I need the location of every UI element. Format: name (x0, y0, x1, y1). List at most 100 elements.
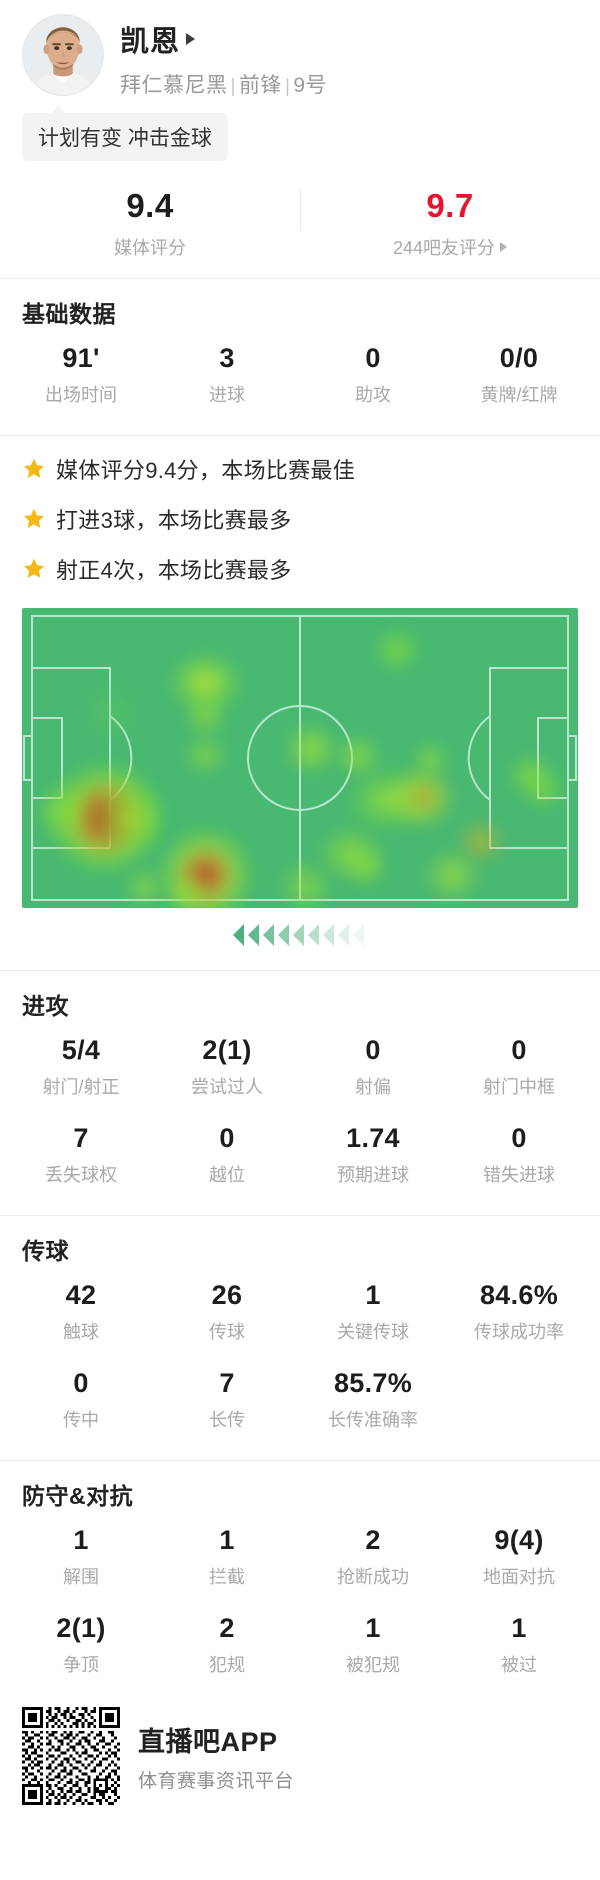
stat-cell: 1 解围 (8, 1521, 154, 1595)
media-rating-label-row: 媒体评分 (0, 234, 300, 260)
stat-value: 2 (219, 1613, 235, 1643)
stat-label: 关键传球 (337, 1322, 409, 1342)
stat-cell: 2 犯规 (154, 1609, 300, 1683)
stat-label: 错失进球 (483, 1165, 555, 1185)
stat-label: 地面对抗 (483, 1567, 555, 1587)
highlights-list: 媒体评分9.4分，本场比赛最佳 打进3球，本场比赛最多 射正4次，本场比赛最多 (0, 436, 600, 600)
stat-cell: 84.6% 传球成功率 (446, 1276, 592, 1350)
news-chip[interactable]: 计划有变 冲击金球 (22, 106, 228, 161)
stat-cell: 26 传球 (154, 1276, 300, 1350)
app-footer: 直播吧APP 体育赛事资讯平台 (0, 1687, 600, 1805)
chevron-left-icon (277, 924, 289, 946)
stat-cell: 0 射偏 (300, 1031, 446, 1105)
stat-value: 0/0 (499, 343, 539, 373)
stat-cell: 91' 出场时间 (8, 339, 154, 413)
divider (0, 1460, 600, 1461)
fans-rating-label: 244吧友评分 (392, 238, 496, 258)
stat-label: 传球 (209, 1322, 245, 1342)
stat-value: 0 (365, 343, 381, 373)
stat-label: 拦截 (209, 1567, 245, 1587)
stat-label: 进球 (209, 385, 245, 405)
stat-value: 7 (73, 1123, 89, 1153)
stat-label: 助攻 (355, 385, 391, 405)
star-icon (23, 508, 45, 528)
stat-value: 1.74 (346, 1123, 400, 1153)
divider (0, 435, 600, 436)
media-rating: 9.4 媒体评分 (0, 187, 300, 260)
stat-value: 3 (219, 343, 235, 373)
stat-label: 射门中框 (483, 1077, 555, 1097)
stat-label: 传中 (63, 1410, 99, 1430)
attack-stats-row-1: 5/4 射门/射正 2(1) 尝试过人 0 射偏 0 射门中框 (0, 1021, 600, 1109)
avatar[interactable] (22, 14, 104, 96)
chevron-left-icon (337, 924, 349, 946)
player-team: 拜仁慕尼黑 (120, 74, 228, 97)
stat-cell: 0 传中 (8, 1364, 154, 1438)
heatmap-pitch[interactable] (22, 608, 578, 908)
qr-code-icon[interactable] (22, 1707, 120, 1805)
direction-arrows (22, 908, 578, 952)
divider (0, 1215, 600, 1216)
media-rating-label: 媒体评分 (114, 238, 186, 258)
meta-sep-1: | (230, 76, 236, 97)
stat-value: 84.6% (479, 1280, 559, 1310)
stat-cell: 2(1) 争顶 (8, 1609, 154, 1683)
section-title-defense: 防守&对抗 (22, 1483, 134, 1509)
chevron-left-icon (307, 924, 319, 946)
stat-cell: 9(4) 地面对抗 (446, 1521, 592, 1595)
player-name: 凯恩 (120, 26, 181, 58)
player-shirt-number: 9号 (293, 74, 328, 97)
stat-cell: 0/0 黄牌/红牌 (446, 339, 592, 413)
meta-sep-2: | (284, 76, 291, 97)
stat-label: 出场时间 (45, 385, 117, 405)
app-tagline: 体育赛事资讯平台 (138, 1770, 295, 1792)
stat-label: 犯规 (209, 1655, 245, 1675)
stat-label: 射门/射正 (42, 1077, 120, 1097)
stat-cell: 1 被过 (446, 1609, 592, 1683)
fans-rating[interactable]: 9.7 244吧友评分 (300, 187, 600, 260)
ratings-row: 9.4 媒体评分 9.7 244吧友评分 (0, 187, 600, 260)
stat-value: 42 (65, 1280, 97, 1310)
highlight-item: 打进3球，本场比赛最多 (22, 494, 578, 544)
stat-label: 传球成功率 (474, 1322, 564, 1342)
stat-label: 长传准确率 (328, 1410, 418, 1430)
highlight-text: 媒体评分9.4分，本场比赛最佳 (56, 458, 356, 483)
stat-label: 尝试过人 (191, 1077, 263, 1097)
player-name-row[interactable]: 凯恩 (120, 18, 327, 60)
defense-stats-row-1: 1 解围 1 拦截 2 抢断成功 9(4) 地面对抗 (0, 1511, 600, 1599)
player-photo-icon (23, 15, 103, 95)
chevron-left-icon (247, 924, 259, 946)
chevron-right-icon[interactable] (186, 33, 196, 45)
stat-cell: 0 错失进球 (446, 1119, 592, 1193)
section-title-attack: 进攻 (22, 993, 69, 1019)
section-title-passing: 传球 (22, 1238, 69, 1264)
stat-value: 7 (219, 1368, 235, 1398)
stat-value: 0 (73, 1368, 89, 1398)
stat-value: 9(4) (494, 1525, 544, 1555)
star-icon (23, 558, 45, 578)
stat-label: 丢失球权 (45, 1165, 117, 1185)
heatmap-layer (22, 608, 578, 908)
stat-label: 争顶 (63, 1655, 99, 1675)
stat-cell: 3 进球 (154, 339, 300, 413)
defense-stats-row-2: 2(1) 争顶 2 犯规 1 被犯规 1 被过 (0, 1599, 600, 1687)
highlight-text: 打进3球，本场比赛最多 (56, 508, 292, 533)
stat-cell: 1 被犯规 (300, 1609, 446, 1683)
chevron-left-icon (292, 924, 304, 946)
fans-rating-label-row[interactable]: 244吧友评分 (300, 234, 600, 260)
stat-cell: 0 射门中框 (446, 1031, 592, 1105)
stat-label: 被犯规 (346, 1655, 400, 1675)
stat-value: 5/4 (61, 1035, 101, 1065)
stat-label: 抢断成功 (337, 1567, 409, 1587)
highlight-item: 媒体评分9.4分，本场比赛最佳 (22, 444, 578, 494)
stat-value: 85.7% (333, 1368, 413, 1398)
stat-value: 2(1) (56, 1613, 106, 1643)
ratings-divider (300, 189, 301, 231)
stat-cell: 2(1) 尝试过人 (154, 1031, 300, 1105)
highlight-item: 射正4次，本场比赛最多 (22, 544, 578, 594)
chevron-right-icon[interactable] (500, 242, 508, 252)
app-name: 直播吧APP (138, 1726, 278, 1757)
fans-rating-value: 9.7 (426, 187, 474, 224)
chevron-left-icon (262, 924, 274, 946)
